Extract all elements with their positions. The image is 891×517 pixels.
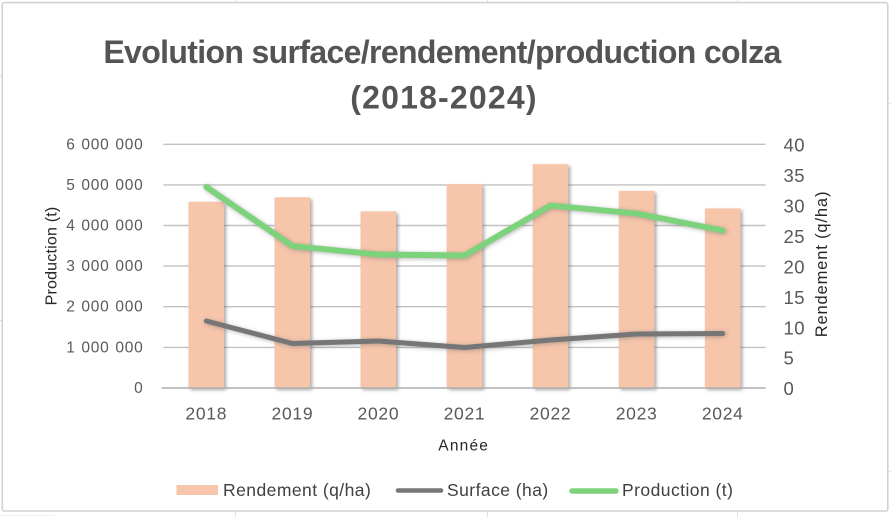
- svg-text:1 000 000: 1 000 000: [66, 339, 143, 356]
- svg-text:20: 20: [784, 256, 806, 277]
- svg-text:(2018-2024): (2018-2024): [350, 80, 538, 116]
- svg-text:10: 10: [784, 317, 806, 338]
- svg-text:0: 0: [784, 378, 795, 399]
- svg-text:6 000 000: 6 000 000: [66, 136, 143, 153]
- svg-text:2018: 2018: [185, 404, 227, 424]
- svg-text:Année: Année: [438, 437, 489, 454]
- svg-text:30: 30: [784, 196, 806, 217]
- svg-text:5: 5: [784, 348, 795, 369]
- svg-text:0: 0: [134, 380, 143, 397]
- svg-text:2023: 2023: [616, 404, 658, 424]
- svg-text:Surface (ha): Surface (ha): [447, 480, 549, 500]
- svg-text:40: 40: [784, 135, 806, 156]
- svg-text:Evolution surface/rendement/pr: Evolution surface/rendement/production c…: [103, 34, 781, 70]
- svg-text:2021: 2021: [444, 404, 486, 424]
- svg-text:Rendement (q/ha): Rendement (q/ha): [223, 480, 371, 500]
- svg-text:2022: 2022: [530, 404, 572, 424]
- svg-text:Production (t): Production (t): [44, 207, 61, 306]
- svg-text:35: 35: [784, 165, 806, 186]
- svg-text:2024: 2024: [702, 404, 744, 424]
- svg-text:2019: 2019: [272, 404, 314, 424]
- svg-text:2020: 2020: [358, 404, 400, 424]
- svg-text:Production (t): Production (t): [622, 480, 733, 500]
- svg-text:15: 15: [784, 287, 806, 308]
- svg-text:25: 25: [784, 226, 806, 247]
- svg-text:5 000 000: 5 000 000: [66, 177, 143, 194]
- svg-text:4 000 000: 4 000 000: [66, 218, 143, 235]
- svg-text:Rendement (q/ha): Rendement (q/ha): [813, 191, 831, 338]
- svg-text:2 000 000: 2 000 000: [66, 299, 143, 316]
- svg-text:3 000 000: 3 000 000: [66, 258, 143, 275]
